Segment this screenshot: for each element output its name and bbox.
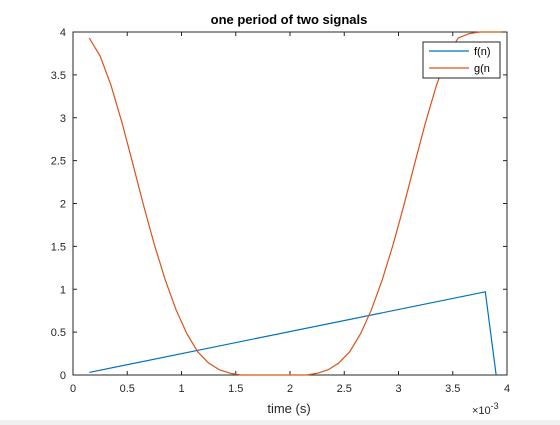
x-tick-label: 4 (504, 383, 510, 395)
y-tick-label: 3 (60, 113, 66, 125)
x-tick-label: 0.5 (120, 383, 135, 395)
y-tick-label: 0.5 (51, 327, 66, 339)
legend-label-g: g(n (474, 63, 490, 75)
x-tick-label: 2.5 (337, 383, 352, 395)
x-axis-label: time (s) (267, 401, 310, 416)
x-exponent-power: -3 (491, 401, 499, 411)
x-tick-label: 1 (178, 383, 184, 395)
y-tick-label: 4 (60, 27, 66, 39)
legend-label-f: f(n) (474, 46, 491, 58)
x-exponent-base: ×10 (472, 405, 491, 417)
legend[interactable]: f(n) g(n (423, 42, 500, 78)
y-tick-label: 2.5 (51, 156, 66, 168)
y-tick-label: 3.5 (51, 70, 66, 82)
y-tick-label: 0 (60, 370, 66, 382)
y-tick-label: 1.5 (51, 241, 66, 253)
x-tick-label: 1.5 (228, 383, 243, 395)
x-tick-label: 2 (287, 383, 293, 395)
chart-title: one period of two signals (211, 12, 368, 27)
y-tick-label: 2 (60, 199, 66, 211)
axes-box (73, 32, 507, 375)
x-tick-label: 0 (70, 383, 76, 395)
x-tick-label: 3 (395, 383, 401, 395)
y-tick-label: 1 (60, 284, 66, 296)
x-tick-label: 3.5 (445, 383, 460, 395)
plot-area (73, 32, 507, 375)
